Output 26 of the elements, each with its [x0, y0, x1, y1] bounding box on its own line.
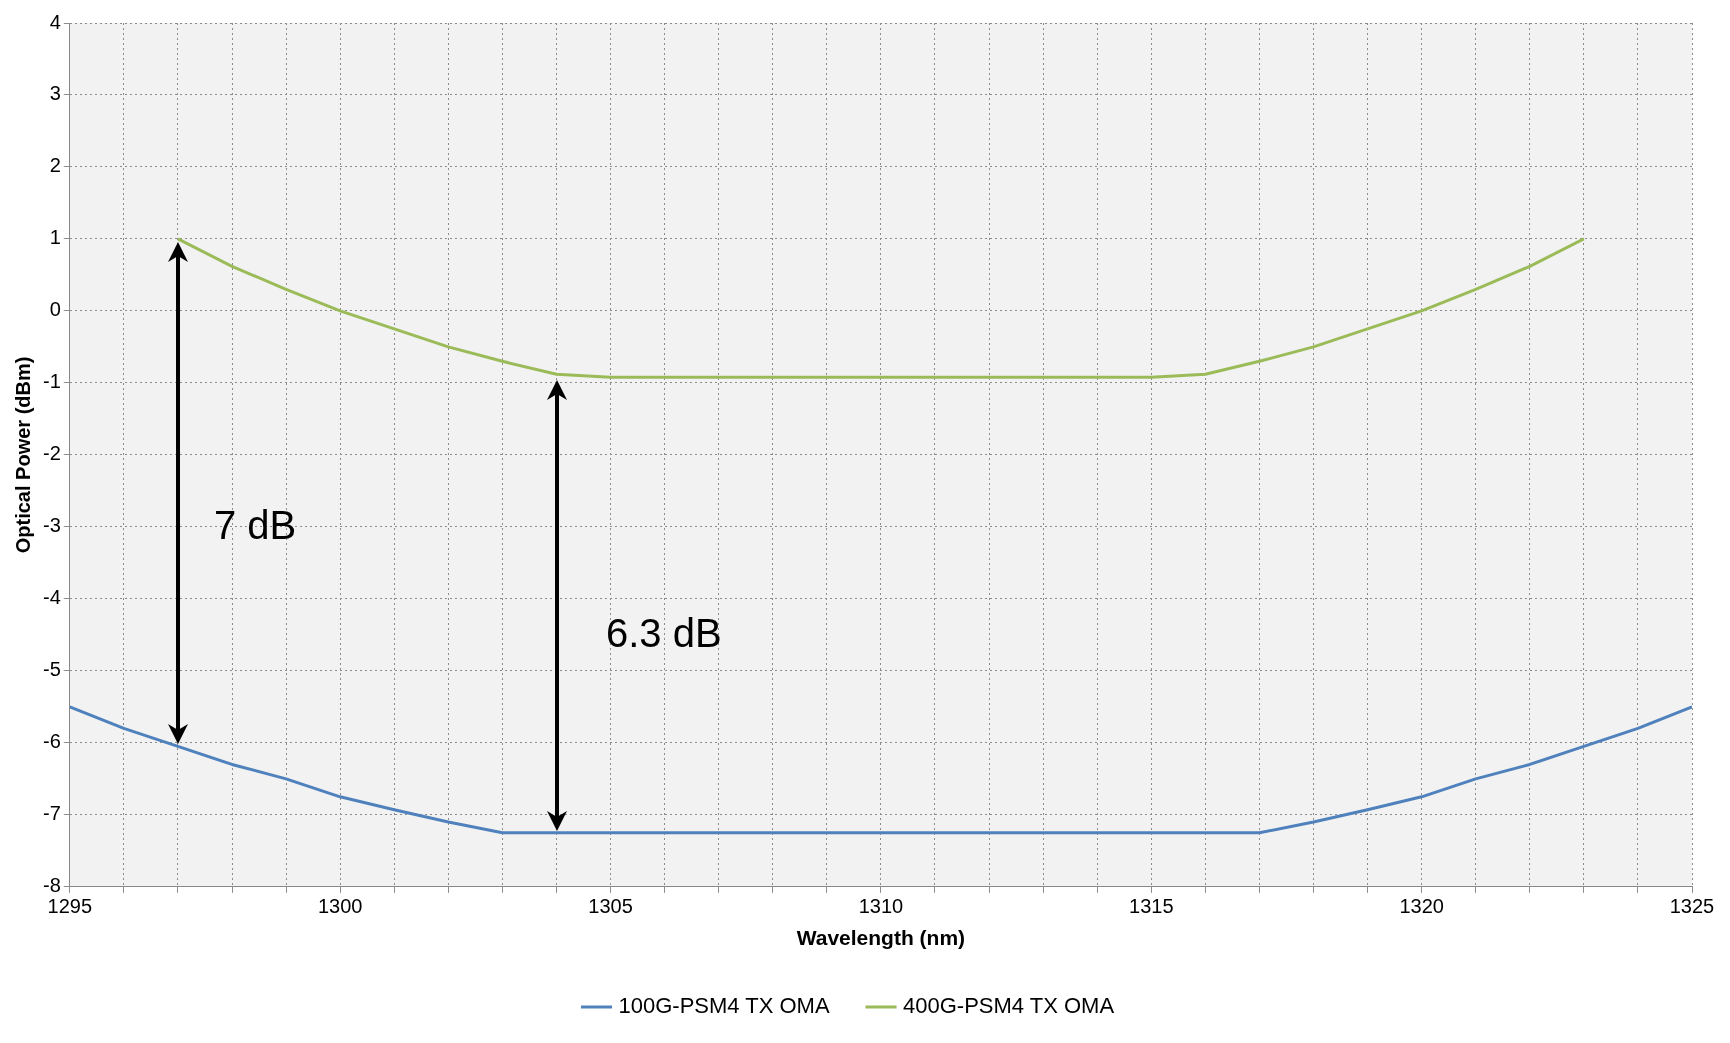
x-tick-label: 1320	[1399, 895, 1444, 918]
y-tick-label: -1	[42, 370, 61, 393]
y-tick-label: 1	[49, 226, 61, 249]
annotation: 6.3 dB	[606, 611, 722, 656]
y-tick-label: -5	[42, 658, 61, 681]
x-tick-label: 1325	[1669, 895, 1715, 918]
legend-label: 100G-PSM4 TX OMA	[618, 993, 830, 1019]
annotation: 7 dB	[214, 503, 297, 548]
y-tick-label: -6	[42, 730, 61, 753]
x-tick-label: 1310	[858, 895, 904, 918]
x-tick-label: 1305	[588, 895, 633, 918]
y-tick-label: -2	[42, 442, 61, 465]
legend-label: 400G-PSM4 TX OMA	[903, 993, 1115, 1019]
y-tick-label: 3	[49, 82, 61, 105]
y-tick-label: -7	[42, 802, 61, 825]
y-tick-label: -8	[42, 874, 61, 897]
x-tick-label: 1295	[47, 895, 93, 918]
x-axis-title: Wavelength (nm)	[796, 926, 966, 950]
y-tick-label: 0	[49, 298, 61, 321]
x-tick-label: 1315	[1129, 895, 1174, 918]
y-tick-label: -3	[42, 514, 61, 537]
y-axis-title: Optical Power (dBm)	[11, 356, 34, 554]
y-tick-label: 2	[49, 154, 61, 177]
y-tick-label: -4	[42, 586, 61, 609]
x-tick-label: 1300	[317, 895, 363, 918]
y-tick-label: 4	[49, 10, 61, 33]
